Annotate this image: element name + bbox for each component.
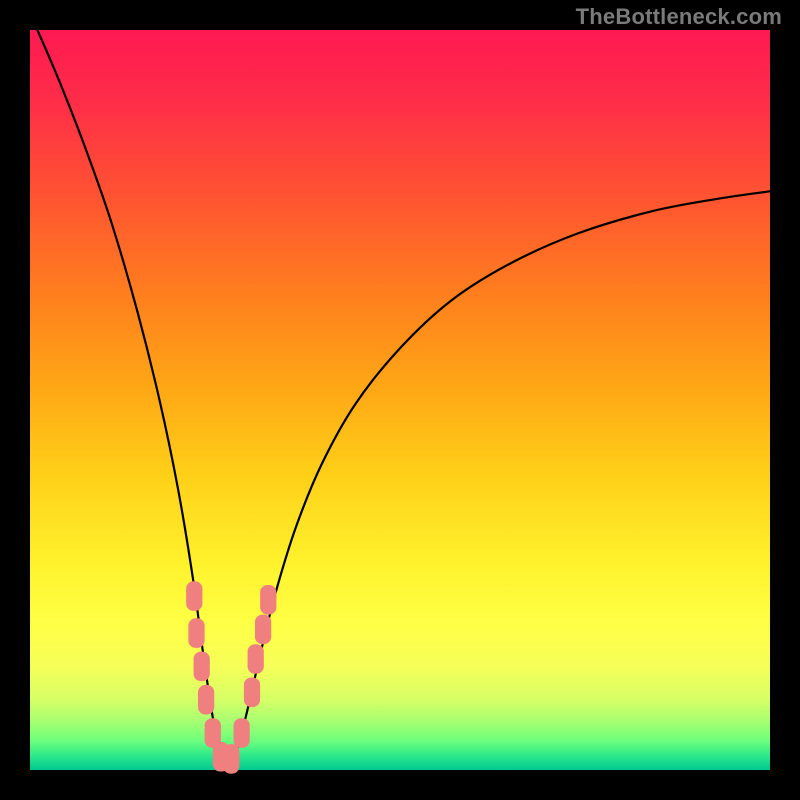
chart-frame: TheBottleneck.com	[0, 0, 800, 800]
curve-marker	[260, 585, 276, 615]
curve-marker	[194, 652, 210, 682]
curve-marker	[188, 618, 204, 648]
curve-marker	[234, 718, 250, 748]
curve-marker	[255, 615, 271, 645]
curve-marker	[223, 744, 239, 774]
curve-marker	[244, 678, 260, 708]
watermark-text: TheBottleneck.com	[576, 4, 782, 30]
curve-marker	[248, 644, 264, 674]
curve-marker	[198, 685, 214, 715]
plot-gradient-background	[30, 30, 770, 770]
curve-marker	[186, 581, 202, 611]
bottleneck-chart	[0, 0, 800, 800]
